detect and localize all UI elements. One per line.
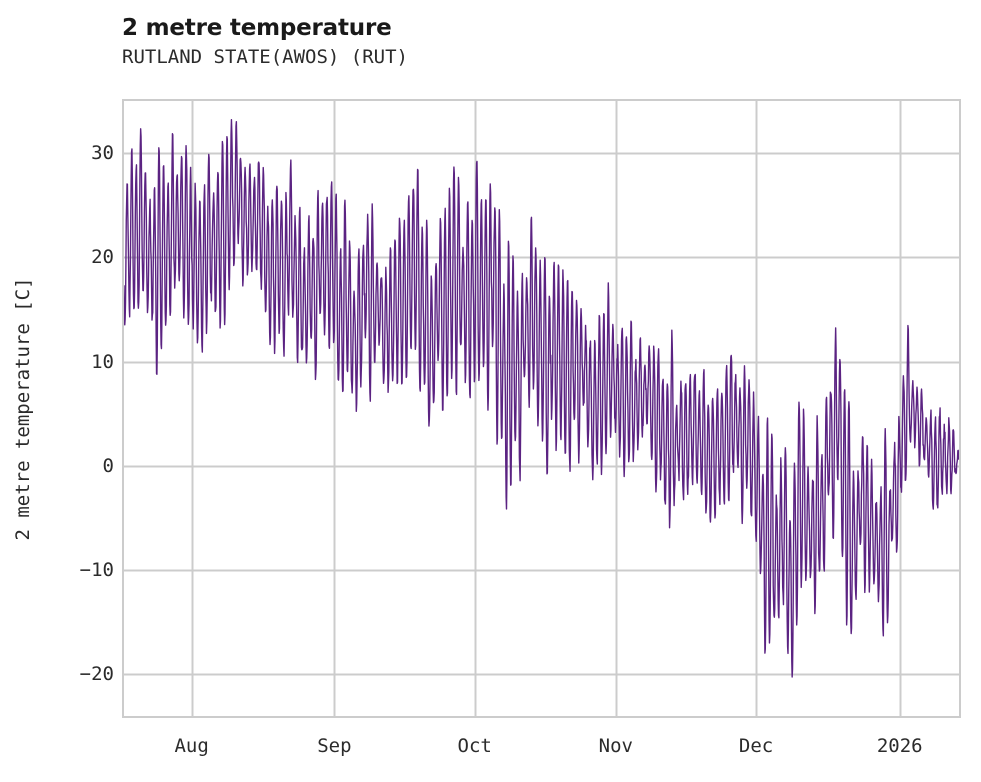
y-axis-label: 2 metre temperature [C] <box>12 277 34 541</box>
y-tick-label-30: 30 <box>91 142 114 165</box>
y-tick-label-−20: −20 <box>79 663 114 686</box>
series-layer <box>124 119 959 678</box>
y-tick-label-20: 20 <box>91 246 114 269</box>
x-tick-label-Dec: Dec <box>738 735 774 757</box>
temperature-line-chart <box>124 101 959 716</box>
y-tick-label-−10: −10 <box>79 559 114 582</box>
x-tick-label-2026: 2026 <box>876 735 923 757</box>
y-axis-tick-labels: 30 20 10 0 −10 −20 <box>48 0 114 782</box>
y-tick-label-0: 0 <box>102 454 114 477</box>
series-2-metre-temperature <box>124 119 959 678</box>
x-tick-label-Aug: Aug <box>174 735 209 757</box>
x-tick-label-Sep: Sep <box>317 735 352 757</box>
y-axis-label-wrap: 2 metre temperature [C] <box>0 99 46 719</box>
plot-area <box>122 99 961 718</box>
x-tick-label-Nov: Nov <box>598 735 633 757</box>
chart-subtitle: RUTLAND STATE(AWOS) (RUT) <box>122 46 408 68</box>
x-tick-label-Oct: Oct <box>457 735 492 757</box>
page-title: 2 metre temperature <box>122 15 392 41</box>
title-block: 2 metre temperature RUTLAND STATE(AWOS) … <box>122 14 962 70</box>
y-tick-label-10: 10 <box>91 350 114 373</box>
